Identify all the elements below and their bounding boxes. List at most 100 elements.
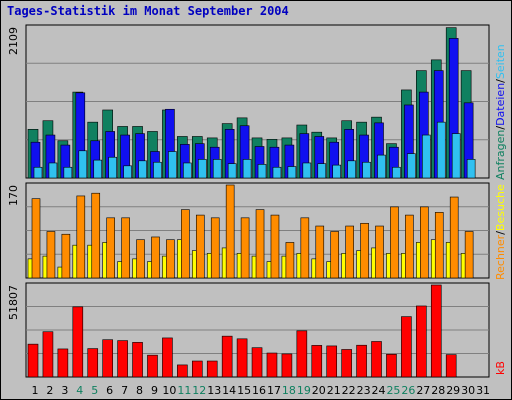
- bar-rechner: [31, 198, 41, 279]
- bar-rechner: [255, 209, 265, 279]
- day-label: 11: [177, 384, 191, 397]
- bar-kb: [42, 331, 54, 378]
- chart-title: Tages-Statistik im Monat September 2004: [7, 4, 289, 18]
- day-label: 8: [136, 384, 143, 397]
- bar-kb: [326, 345, 338, 378]
- bar-rechner: [285, 242, 295, 279]
- bar-rechner: [195, 214, 205, 279]
- bar-rechner: [300, 217, 310, 279]
- day-label: 17: [267, 384, 281, 397]
- bar-kb: [356, 344, 367, 378]
- legend-entry: Anfragen: [494, 130, 507, 180]
- bar-rechner: [464, 231, 474, 279]
- bar-seiten: [377, 154, 386, 179]
- day-label: 28: [431, 384, 445, 397]
- day-label: 20: [312, 384, 326, 397]
- bar-kb: [416, 305, 427, 378]
- day-label: 26: [401, 384, 415, 397]
- day-label: 21: [327, 384, 341, 397]
- day-label: 25: [386, 384, 400, 397]
- bar-rechner: [106, 217, 115, 279]
- day-label: 16: [252, 384, 266, 397]
- bar-kb: [386, 353, 397, 378]
- bar-kb: [162, 337, 173, 378]
- day-label: 22: [342, 384, 356, 397]
- day-label: 24: [372, 384, 386, 397]
- bar-kb: [147, 354, 158, 378]
- bar-kb: [57, 348, 69, 378]
- bar-kb: [27, 343, 39, 378]
- bar-rechner: [330, 231, 340, 279]
- day-label: 6: [106, 384, 113, 397]
- bar-seiten: [242, 159, 252, 179]
- bar-rechner: [181, 209, 190, 279]
- bar-seiten: [33, 166, 43, 179]
- bar-kb: [311, 345, 323, 378]
- legend-entry: /: [494, 231, 507, 235]
- bar-seiten: [78, 150, 88, 179]
- bar-kb: [177, 364, 188, 378]
- legend-entry: Rechner: [494, 234, 507, 280]
- legend-entry: Seiten: [494, 44, 507, 79]
- bar-seiten: [168, 151, 177, 179]
- legend-entry: Besuche: [494, 184, 507, 231]
- bar-rechner: [270, 214, 280, 279]
- legend-entry: /: [494, 79, 507, 83]
- bar-rechner: [360, 222, 369, 279]
- day-label: 9: [151, 384, 158, 397]
- bar-seiten: [451, 133, 461, 179]
- bar-seiten: [197, 159, 207, 179]
- bar-kb: [236, 338, 248, 378]
- bar-rechner: [121, 217, 130, 279]
- bar-kb: [371, 341, 382, 378]
- bar-seiten: [227, 163, 237, 179]
- bar-kb: [102, 339, 113, 378]
- bar-seiten: [183, 162, 192, 179]
- bar-seiten: [302, 162, 312, 179]
- day-label: 13: [207, 384, 221, 397]
- bar-rechner: [210, 217, 220, 279]
- day-label: 3: [61, 384, 68, 397]
- bar-seiten: [436, 121, 446, 179]
- bar-kb: [87, 348, 99, 378]
- bar-rechner: [345, 225, 354, 279]
- bar-kb: [221, 335, 233, 378]
- bar-seiten: [422, 134, 431, 179]
- bar-rechner: [151, 236, 160, 279]
- bar-seiten: [317, 163, 327, 179]
- bar-seiten: [466, 159, 476, 179]
- day-label: 31: [476, 384, 490, 397]
- top-legend: Anfragen/Dateien/Seiten: [494, 44, 507, 180]
- day-label: 10: [162, 384, 176, 397]
- bar-rechner: [225, 184, 235, 279]
- bar-seiten: [272, 166, 282, 179]
- bar-seiten: [63, 166, 73, 179]
- bar-seiten: [257, 164, 267, 179]
- legend-entry: Dateien: [494, 83, 507, 126]
- bar-seiten: [392, 166, 401, 179]
- bar-kb: [296, 330, 308, 378]
- bar-kb: [206, 360, 218, 378]
- bar-seiten: [407, 153, 416, 179]
- bar-rechner: [405, 214, 414, 279]
- bar-kb: [401, 316, 412, 378]
- bar-kb: [191, 360, 203, 378]
- bar-rechner: [166, 239, 175, 279]
- bar-kb: [251, 347, 263, 378]
- bar-kb: [445, 354, 457, 378]
- day-label: 15: [237, 384, 251, 397]
- bottom-legend: kB: [494, 361, 507, 375]
- bar-rechner: [76, 195, 86, 279]
- bar-seiten: [347, 160, 356, 179]
- bar-kb: [281, 353, 293, 378]
- top-max-label: 2109: [7, 27, 20, 55]
- bar-kb: [341, 349, 352, 378]
- bar-rechner: [315, 225, 325, 279]
- day-label: 29: [446, 384, 460, 397]
- bar-kb: [430, 284, 442, 378]
- bar-seiten: [362, 161, 371, 179]
- middle-max-label: 170: [7, 185, 20, 206]
- bar-seiten: [138, 160, 147, 179]
- day-label: 19: [297, 384, 311, 397]
